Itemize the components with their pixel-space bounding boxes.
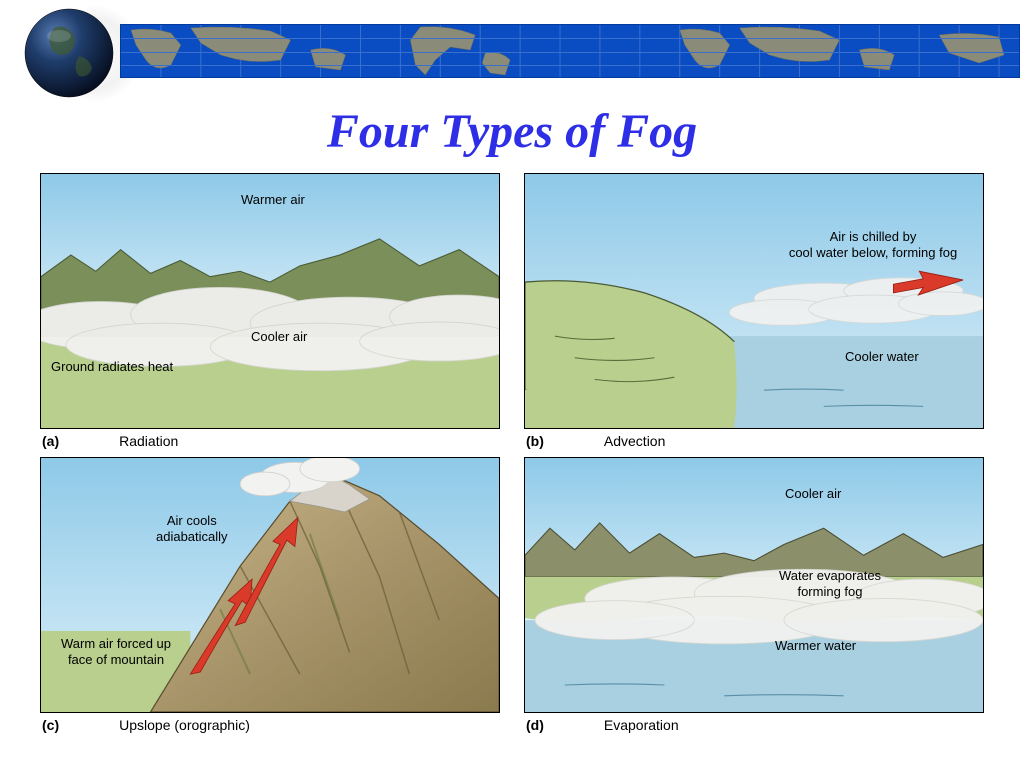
panel-d-wrap: Cooler air Water evaporates forming fog …: [524, 457, 984, 733]
header-band: [0, 0, 1024, 82]
panel-grid: Warmer air Cooler air Ground radiates he…: [0, 173, 1024, 733]
caption-letter-c: (c): [42, 717, 59, 733]
label-air-chilled: Air is chilled by cool water below, form…: [783, 229, 963, 260]
caption-b: (b) Advection: [524, 429, 984, 449]
panel-c: Air cools adiabatically Warm air forced …: [40, 457, 500, 713]
label-air-cools: Air cools adiabatically: [156, 513, 228, 544]
caption-c: (c) Upslope (orographic): [40, 713, 500, 733]
label-ground-radiates: Ground radiates heat: [51, 359, 173, 375]
world-map-strip: [120, 24, 1020, 78]
caption-name-d: Evaporation: [604, 717, 679, 733]
caption-letter-d: (d): [526, 717, 544, 733]
caption-a: (a) Radiation: [40, 429, 500, 449]
caption-letter-a: (a): [42, 433, 59, 449]
label-warmer-air: Warmer air: [241, 192, 305, 208]
caption-name-a: Radiation: [119, 433, 178, 449]
globe-icon: [24, 8, 114, 98]
panel-b-wrap: Air is chilled by cool water below, form…: [524, 173, 984, 449]
panel-a: Warmer air Cooler air Ground radiates he…: [40, 173, 500, 429]
label-warmer-water: Warmer water: [775, 638, 856, 654]
label-water-evaporates: Water evaporates forming fog: [755, 568, 905, 599]
panel-a-wrap: Warmer air Cooler air Ground radiates he…: [40, 173, 500, 449]
page-title: Four Types of Fog: [0, 104, 1024, 159]
panel-b: Air is chilled by cool water below, form…: [524, 173, 984, 429]
label-cooler-water: Cooler water: [845, 349, 919, 365]
panel-d: Cooler air Water evaporates forming fog …: [524, 457, 984, 713]
caption-name-c: Upslope (orographic): [119, 717, 250, 733]
caption-letter-b: (b): [526, 433, 544, 449]
caption-name-b: Advection: [604, 433, 665, 449]
label-cooler-air-d: Cooler air: [785, 486, 841, 502]
panel-c-wrap: Air cools adiabatically Warm air forced …: [40, 457, 500, 733]
caption-d: (d) Evaporation: [524, 713, 984, 733]
label-warm-air-forced: Warm air forced up face of mountain: [46, 636, 186, 667]
label-cooler-air: Cooler air: [251, 329, 307, 345]
